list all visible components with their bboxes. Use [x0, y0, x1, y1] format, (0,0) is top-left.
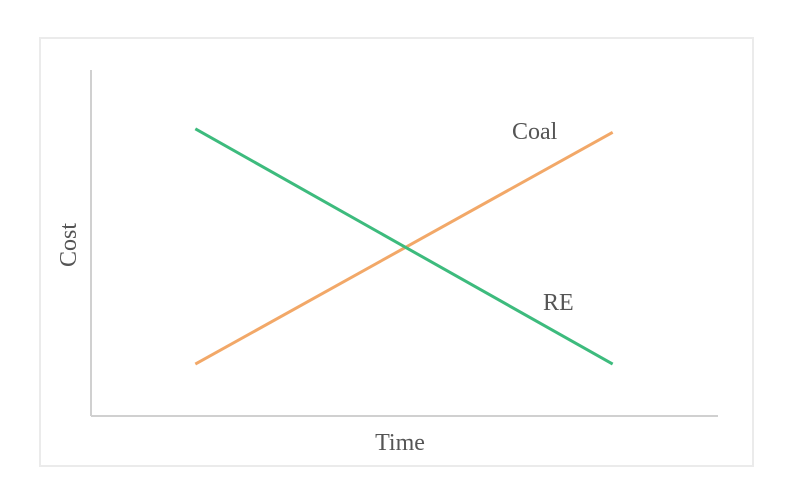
chart-frame — [39, 37, 754, 467]
series-label-re: RE — [543, 290, 574, 316]
series-label-coal: Coal — [512, 119, 558, 145]
x-axis-label: Time — [375, 430, 425, 456]
series-line-re — [194, 127, 614, 366]
y-axis-label: Cost — [56, 223, 82, 267]
series-line-coal — [194, 130, 614, 366]
